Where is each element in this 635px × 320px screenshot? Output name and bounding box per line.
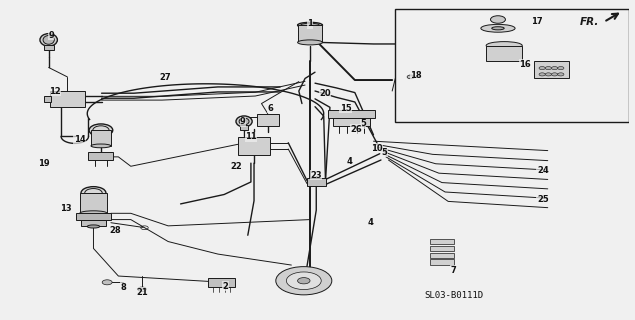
Text: 13: 13 <box>60 204 71 213</box>
Text: 11: 11 <box>245 132 257 141</box>
Text: 28: 28 <box>109 226 121 235</box>
Ellipse shape <box>236 116 252 127</box>
Ellipse shape <box>481 24 515 32</box>
Ellipse shape <box>91 144 111 148</box>
Circle shape <box>551 67 558 70</box>
Text: 4: 4 <box>368 218 373 227</box>
Bar <box>429 239 455 244</box>
Bar <box>81 220 106 227</box>
Circle shape <box>298 277 310 284</box>
Ellipse shape <box>81 187 106 199</box>
Bar <box>307 178 326 186</box>
Circle shape <box>102 280 112 285</box>
Text: FR.: FR. <box>579 17 599 27</box>
Ellipse shape <box>298 22 323 28</box>
Ellipse shape <box>298 40 323 45</box>
Text: 16: 16 <box>519 60 531 69</box>
Ellipse shape <box>301 23 319 27</box>
Bar <box>534 61 569 78</box>
Bar <box>88 152 114 160</box>
Bar <box>238 137 271 155</box>
Text: 15: 15 <box>340 104 351 113</box>
Bar <box>44 44 53 50</box>
Text: 2: 2 <box>222 282 229 291</box>
Circle shape <box>539 73 545 76</box>
Text: 12: 12 <box>49 86 61 95</box>
Text: 17: 17 <box>531 17 542 26</box>
Bar <box>91 130 111 146</box>
Circle shape <box>539 67 545 70</box>
Ellipse shape <box>43 36 54 44</box>
Text: 1: 1 <box>307 19 313 28</box>
Text: SL03-B0111D: SL03-B0111D <box>425 291 484 300</box>
Text: 22: 22 <box>231 162 243 172</box>
Text: 5: 5 <box>360 119 366 128</box>
Bar <box>298 25 323 42</box>
Bar <box>333 112 370 126</box>
Circle shape <box>545 67 551 70</box>
Circle shape <box>276 267 332 295</box>
Text: 9: 9 <box>240 117 246 126</box>
Circle shape <box>545 73 551 76</box>
Bar <box>50 91 84 107</box>
Circle shape <box>490 16 505 23</box>
Bar <box>208 278 236 287</box>
Ellipse shape <box>239 118 249 125</box>
Circle shape <box>407 75 415 79</box>
Bar <box>239 125 248 130</box>
Text: 4: 4 <box>347 157 353 166</box>
Text: 5: 5 <box>382 148 387 157</box>
Bar <box>395 10 629 122</box>
Text: 9: 9 <box>48 31 54 40</box>
Text: 18: 18 <box>410 71 422 80</box>
Bar <box>429 246 455 251</box>
Ellipse shape <box>40 34 57 46</box>
Bar <box>257 114 279 126</box>
Ellipse shape <box>87 225 100 228</box>
Bar <box>80 193 107 213</box>
Ellipse shape <box>80 211 107 216</box>
Text: 23: 23 <box>311 171 322 180</box>
Text: 14: 14 <box>74 135 86 144</box>
Text: 19: 19 <box>38 159 50 168</box>
Text: 8: 8 <box>121 283 126 292</box>
Circle shape <box>558 67 564 70</box>
Text: 26: 26 <box>351 125 362 134</box>
Text: 10: 10 <box>371 144 382 153</box>
Text: 7: 7 <box>450 266 456 275</box>
Text: 6: 6 <box>268 104 274 113</box>
Circle shape <box>138 287 146 292</box>
Circle shape <box>558 73 564 76</box>
Text: 27: 27 <box>159 73 171 82</box>
Text: 20: 20 <box>319 89 331 98</box>
Text: 25: 25 <box>537 195 549 204</box>
Text: 21: 21 <box>136 288 148 297</box>
Bar <box>486 45 522 61</box>
Bar <box>44 96 51 102</box>
Bar <box>429 260 455 265</box>
Bar <box>429 252 455 258</box>
Bar <box>76 213 111 220</box>
Circle shape <box>286 272 321 290</box>
Bar <box>328 110 375 118</box>
Ellipse shape <box>89 124 113 136</box>
Ellipse shape <box>491 27 504 30</box>
Text: 24: 24 <box>537 165 549 174</box>
Circle shape <box>551 73 558 76</box>
Ellipse shape <box>486 42 522 50</box>
